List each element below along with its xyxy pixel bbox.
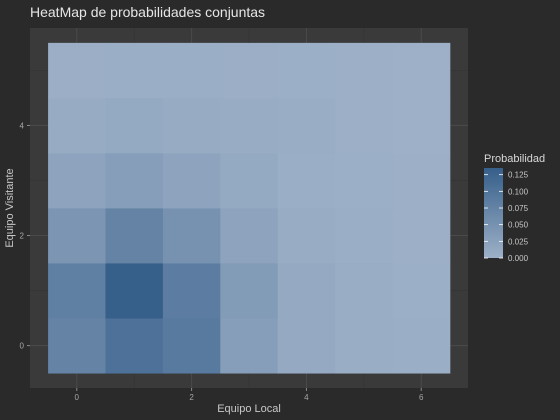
heatmap-cell	[277, 263, 336, 319]
x-tick-label: 6	[419, 393, 424, 402]
heatmap-cell	[277, 97, 336, 154]
legend-tick-label: 0.100	[508, 187, 529, 196]
heatmap-cell	[220, 152, 279, 209]
y-tick-label: 0	[20, 342, 25, 351]
heatmap-cell	[48, 318, 106, 374]
x-tick-label: 2	[189, 393, 194, 402]
heatmap-cell	[392, 318, 451, 374]
heatmap-cell	[220, 208, 279, 264]
legend-tick-label: 0.125	[508, 171, 529, 180]
heatmap-cell	[162, 263, 221, 319]
legend-tick-label: 0.000	[508, 254, 529, 263]
heatmap-cell	[48, 42, 106, 99]
heatmap-cell	[277, 318, 336, 374]
heatmap-cell	[105, 208, 164, 264]
heatmap-cell	[335, 263, 393, 319]
legend-title: Probabilidad	[484, 153, 545, 165]
y-tick-label: 2	[20, 232, 25, 241]
y-tick-label: 4	[20, 121, 25, 130]
x-tick-label: 0	[75, 393, 80, 402]
heatmap-cell	[335, 318, 393, 374]
heatmap-cell	[48, 152, 106, 209]
heatmap-cell	[335, 97, 393, 154]
chart-title: HeatMap de probabilidades conjuntas	[30, 4, 265, 20]
heatmap-cell	[392, 42, 451, 99]
legend-colorbar	[484, 168, 503, 258]
legend-ticks: 0.000 0.025 0.050 0.075 0.100 0.125	[484, 171, 529, 263]
heatmap-cell	[105, 152, 164, 209]
heatmap-cell	[335, 152, 393, 209]
heatmap-cell	[105, 263, 164, 319]
x-tick-label: 4	[304, 393, 309, 402]
heatmap-cell	[335, 208, 393, 264]
heatmap-cell	[105, 318, 164, 374]
heatmap-cell	[48, 208, 106, 264]
heatmap-cell	[162, 97, 221, 154]
legend-tick-label: 0.075	[508, 204, 529, 213]
heatmap-cell	[162, 42, 221, 99]
heatmap-cell	[105, 42, 164, 99]
heatmap-cell	[277, 42, 336, 99]
heatmap-cell	[220, 318, 279, 374]
y-axis-ticks: 0 2 4	[20, 121, 30, 351]
legend-tick-label: 0.025	[508, 237, 529, 246]
heatmap-cell	[162, 318, 221, 374]
heatmap-cell	[48, 263, 106, 319]
heatmap-cell	[220, 42, 279, 99]
heatmap-cell	[277, 152, 336, 209]
heatmap-cell	[392, 208, 451, 264]
x-axis-title: Equipo Local	[217, 403, 281, 415]
x-axis-ticks: 0 2 4 6	[75, 388, 424, 402]
y-axis-title: Equipo Visitante	[4, 168, 16, 247]
heatmap-cell	[392, 152, 451, 209]
heatmap-cell	[392, 263, 451, 319]
heatmap-cell	[162, 208, 221, 264]
heatmap-cell	[335, 42, 393, 99]
heatmap-cell	[162, 152, 221, 209]
color-legend: Probabilidad 0.0000.0250.0500.0750.1000.…	[484, 153, 545, 263]
heatmap-cell	[392, 97, 451, 154]
legend-tick-label: 0.050	[508, 221, 529, 230]
heatmap-cell	[220, 263, 279, 319]
heatmap-cell	[277, 208, 336, 264]
heatmap-cells	[48, 42, 451, 374]
heatmap-cell	[220, 97, 279, 154]
heatmap-cell	[48, 97, 106, 154]
heatmap-cell	[105, 97, 164, 154]
